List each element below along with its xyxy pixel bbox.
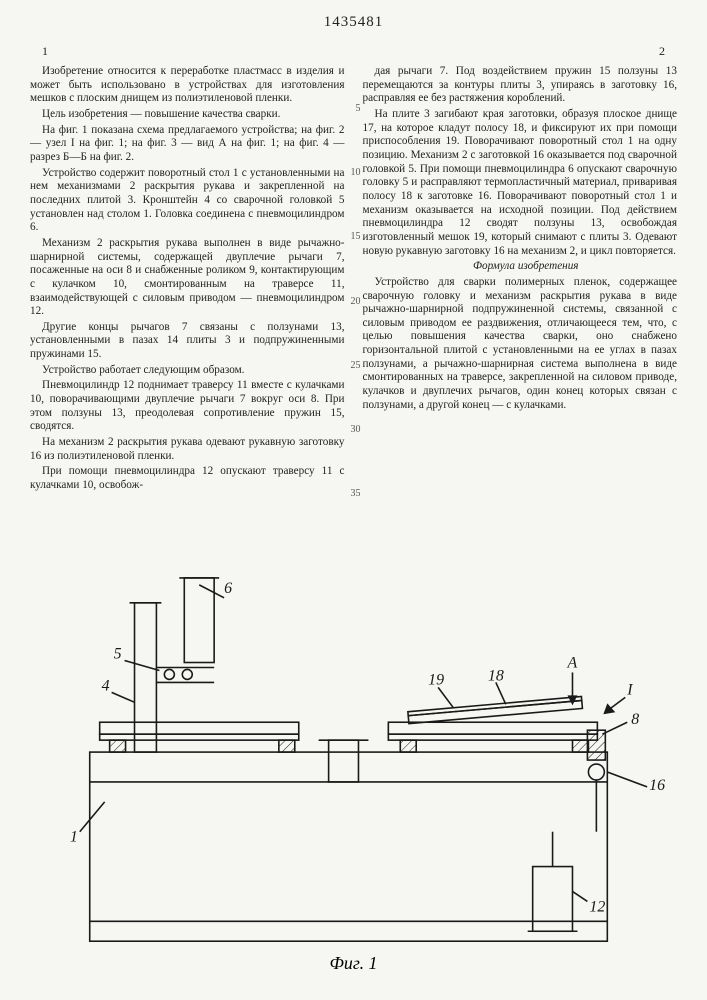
paragraph: Устройство работает следующим образом. (30, 364, 345, 378)
paragraph: Устройство содержит поворотный стол 1 с … (30, 167, 345, 235)
column-2: 5 10 15 20 25 30 35 дая рычаги 7. Под во… (363, 65, 678, 545)
figure-caption: Фиг. 1 (329, 953, 377, 973)
line-markers: 5 10 15 20 25 30 35 (349, 65, 361, 500)
paragraph: Изобретение относится к переработке плас… (30, 65, 345, 106)
column-1: Изобретение относится к переработке плас… (30, 65, 345, 545)
fig-label-I: I (626, 681, 633, 698)
fig-label-18: 18 (488, 667, 504, 684)
patent-number: 1435481 (0, 14, 707, 31)
line-marker: 15 (349, 231, 361, 243)
paragraph: На фиг. 1 показана схема предлагаемого у… (30, 124, 345, 165)
figure-1: 6 4 5 19 18 A I 8 16 1 12 Фиг. 1 (30, 562, 677, 982)
line-marker: 25 (349, 360, 361, 372)
page: 1435481 1 2 Изобретение относится к пере… (0, 0, 707, 1000)
paragraph: На механизм 2 раскрытия рукава одевают р… (30, 436, 345, 463)
paragraph: На плите 3 загибают края заготовки, обра… (363, 108, 678, 258)
page-number-right: 2 (659, 44, 665, 59)
line-marker: 10 (349, 167, 361, 179)
paragraph: Другие концы рычагов 7 связаны с ползуна… (30, 321, 345, 362)
claim-text: Устройство для сварки полимерных пленок,… (363, 276, 678, 413)
line-marker: 20 (349, 296, 361, 308)
fig-label-5: 5 (114, 646, 122, 663)
page-number-left: 1 (42, 44, 48, 59)
paragraph: При помощи пневмоцилиндра 12 опускают тр… (30, 465, 345, 492)
paragraph: Механизм 2 раскрытия рукава выполнен в в… (30, 237, 345, 319)
fig-label-16: 16 (649, 777, 665, 794)
fig-label-1: 1 (70, 829, 78, 846)
fig-label-A: A (567, 654, 578, 671)
fig-label-12: 12 (589, 898, 605, 915)
line-marker: 5 (349, 103, 361, 115)
paragraph: дая рычаги 7. Под воздействием пружин 15… (363, 65, 678, 106)
fig-label-6: 6 (224, 580, 232, 597)
column-numbers: 1 2 (30, 44, 677, 59)
fig-label-4: 4 (102, 677, 110, 694)
line-marker: 35 (349, 488, 361, 500)
fig-label-19: 19 (428, 671, 444, 688)
fig-label-8: 8 (631, 711, 639, 728)
line-marker: 30 (349, 424, 361, 436)
paragraph: Пневмоцилиндр 12 поднимает траверсу 11 в… (30, 379, 345, 434)
figure-svg: 6 4 5 19 18 A I 8 16 1 12 Фиг. 1 (30, 562, 677, 982)
formula-title: Формула изобретения (363, 260, 678, 274)
text-columns: Изобретение относится к переработке плас… (30, 65, 677, 545)
paragraph: Цель изобретения — повышение качества св… (30, 108, 345, 122)
